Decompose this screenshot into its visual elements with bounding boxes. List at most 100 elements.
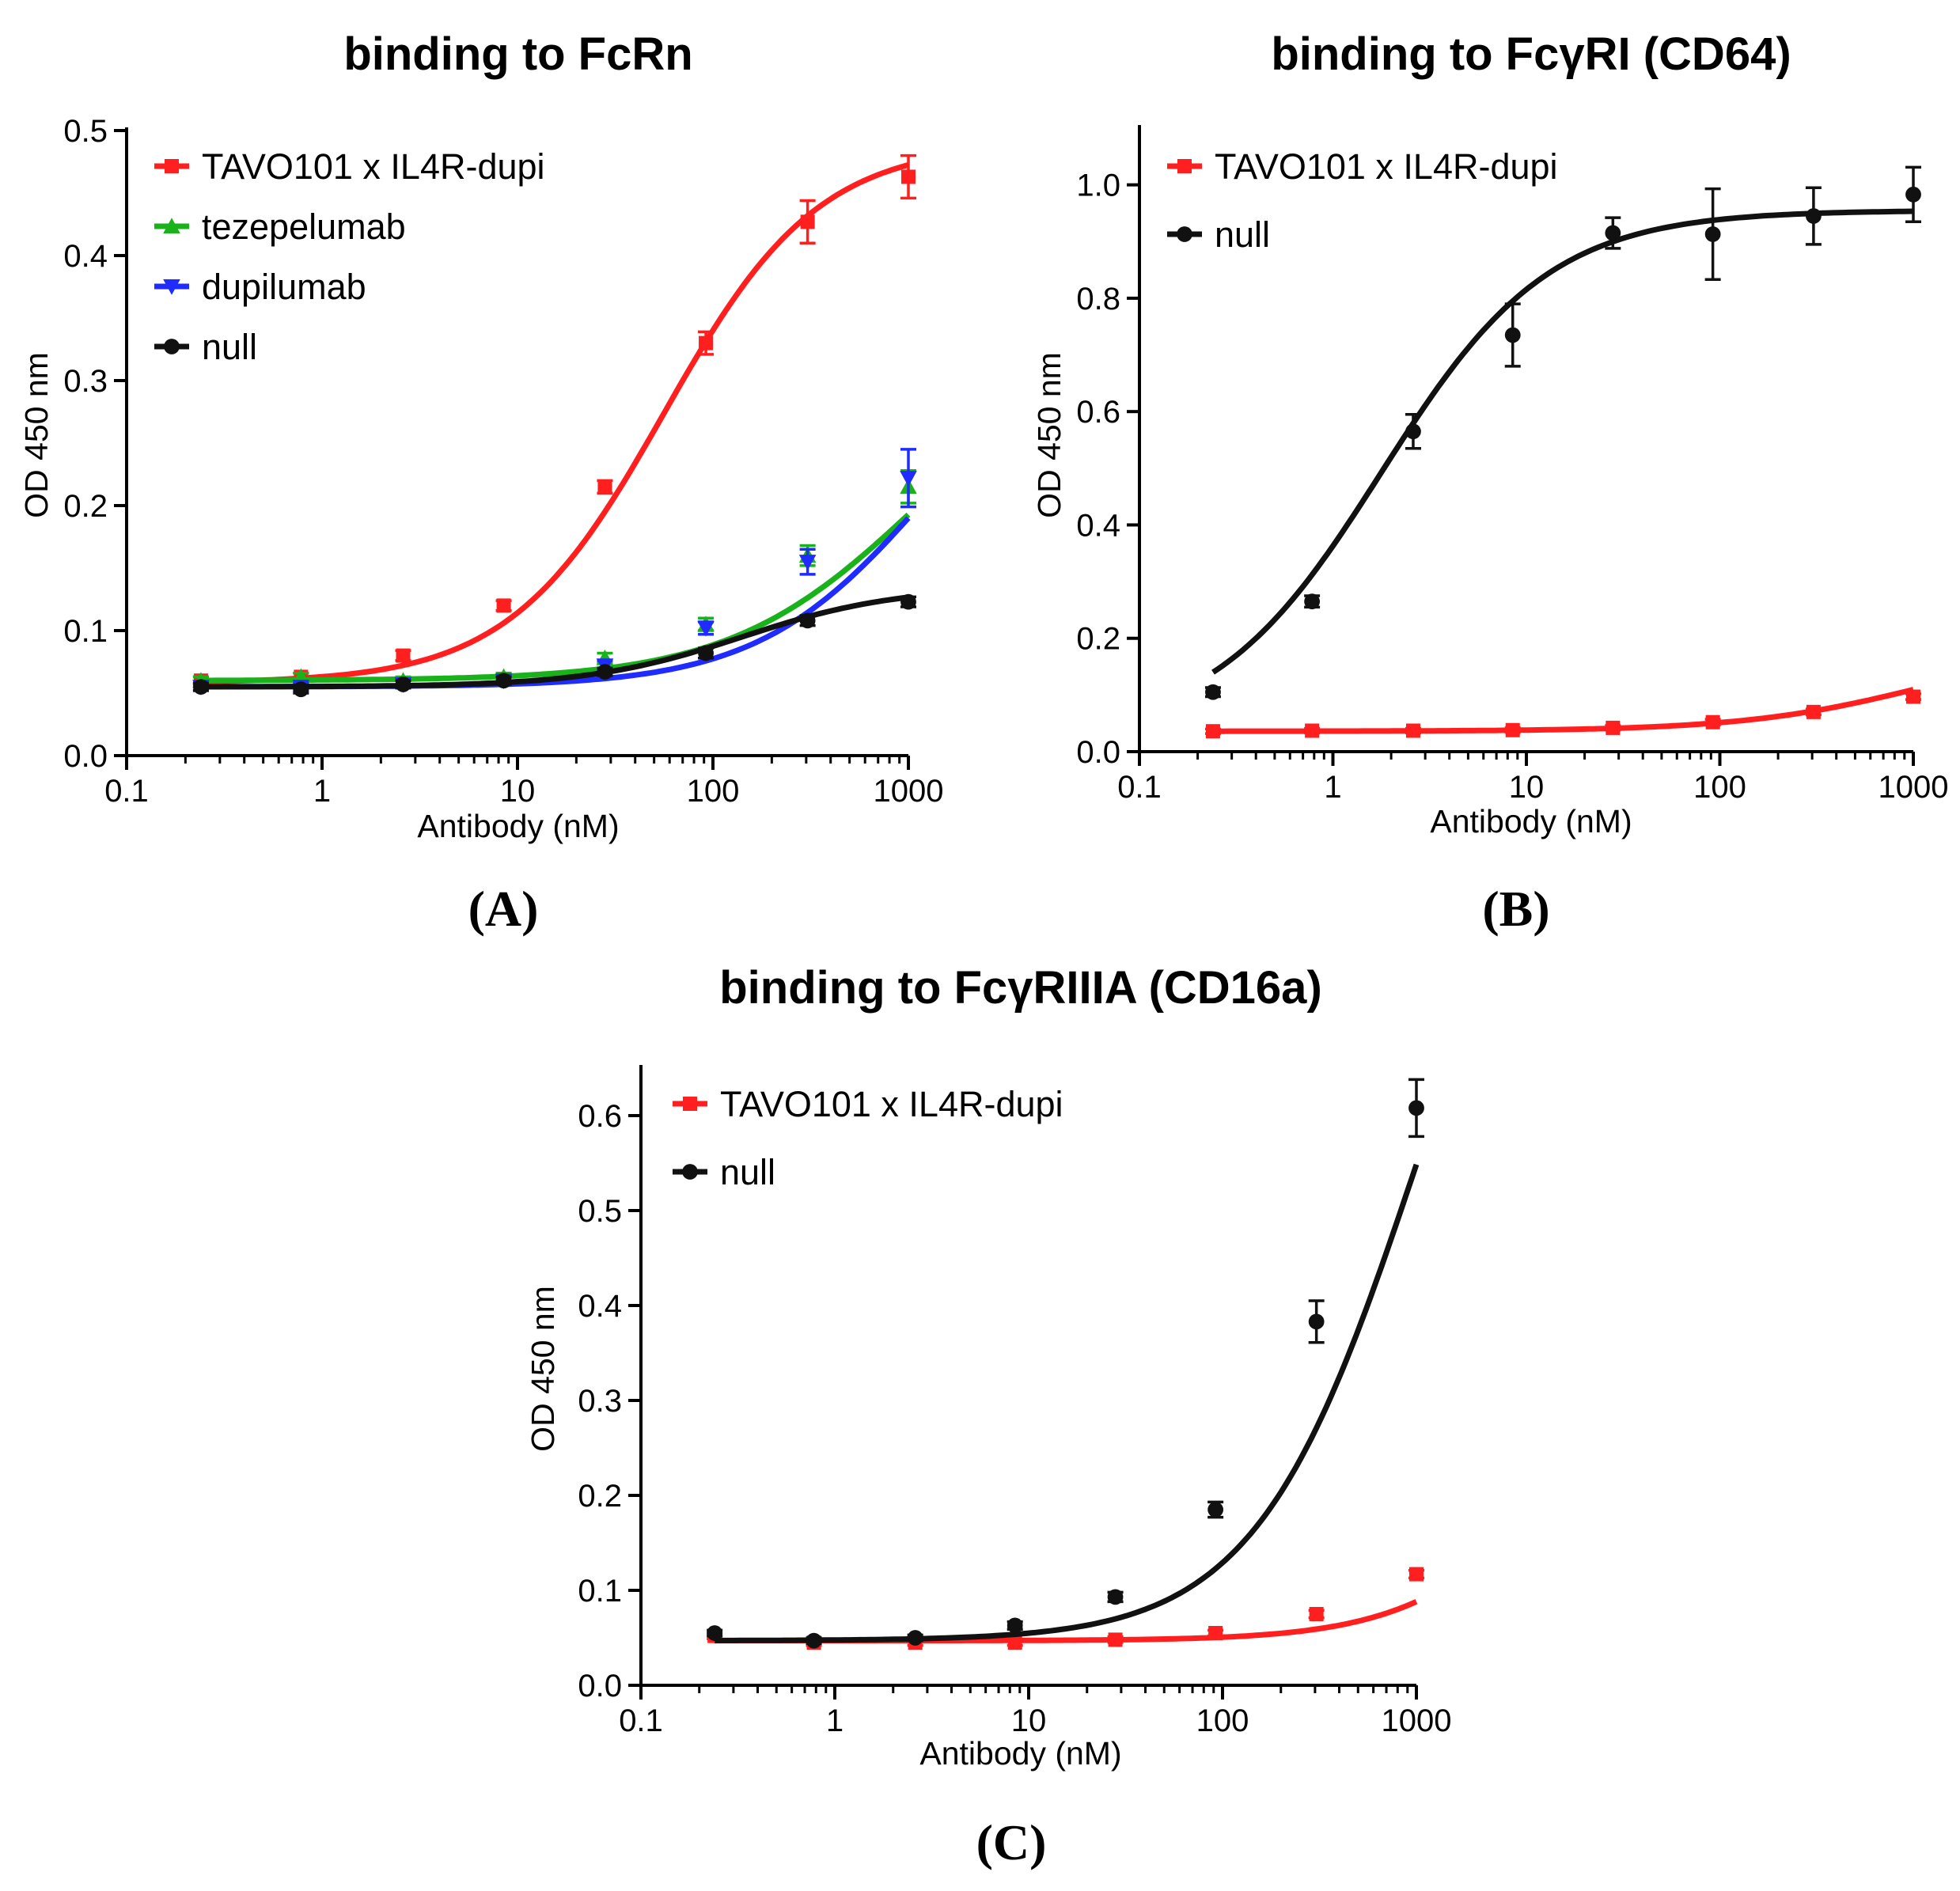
x-tick-label: 0.1 — [104, 774, 149, 809]
data-point — [1107, 1589, 1124, 1605]
data-point — [1007, 1635, 1022, 1650]
x-tick-label: 1 — [826, 1703, 844, 1738]
data-point — [1007, 1617, 1023, 1634]
panel-a-x-axis-label: Antibody (nM) — [417, 808, 619, 844]
fit-curve-null — [1211, 208, 1914, 675]
x-tick-label: 1 — [1324, 770, 1341, 805]
y-tick-label: 0.0 — [1076, 735, 1120, 770]
y-tick-label: 0.4 — [578, 1289, 622, 1324]
y-tick-label: 0.1 — [578, 1574, 622, 1609]
data-point — [1806, 208, 1822, 224]
y-tick-label: 0.0 — [63, 739, 108, 774]
y-tick-label: 0.5 — [63, 114, 108, 149]
panel-a-y-axis-label: OD 450 nm — [18, 352, 55, 518]
data-point — [707, 1625, 723, 1641]
data-point — [1806, 704, 1821, 719]
y-tick-label: 0.4 — [1076, 508, 1120, 543]
legend-label: null — [1215, 214, 1270, 255]
data-point — [395, 676, 411, 692]
x-tick-label: 100 — [687, 774, 740, 809]
x-tick-label: 1000 — [1878, 770, 1949, 805]
legend-label: tezepelumab — [202, 207, 406, 247]
legend-marker — [682, 1164, 698, 1180]
fit-curve-null — [715, 1163, 1420, 1643]
y-tick-label: 0.8 — [1076, 282, 1120, 316]
data-point — [800, 214, 815, 229]
y-tick-label: 0.2 — [1076, 622, 1120, 657]
panel-c-label: (C) — [976, 1814, 1047, 1870]
data-point — [1304, 593, 1321, 610]
x-tick-label: 1000 — [874, 774, 944, 809]
data-point — [1208, 1626, 1223, 1640]
data-point — [699, 335, 714, 351]
y-tick-label: 0.3 — [578, 1384, 622, 1419]
data-point — [1504, 327, 1521, 343]
fit-curve-null — [200, 594, 909, 690]
data-point — [496, 598, 511, 613]
data-point — [396, 648, 411, 663]
legend-label: null — [202, 327, 257, 367]
data-point — [293, 681, 309, 698]
legend-marker — [1177, 226, 1192, 242]
x-tick-label: 10 — [1011, 1703, 1047, 1738]
data-point — [1704, 226, 1721, 242]
y-tick-label: 0.1 — [63, 614, 108, 649]
panel-a-label: (A) — [468, 881, 539, 937]
panel-a: binding to FcRn 0.00.10.20.30.40.50.1 1 10… — [18, 28, 943, 937]
x-tick-label: 100 — [1693, 770, 1746, 805]
data-point — [1906, 689, 1920, 704]
x-tick-label: 1000 — [1382, 1703, 1452, 1738]
data-point — [798, 555, 817, 570]
y-tick-label: 0.2 — [63, 489, 108, 524]
panel-c: binding to FcγRIIIA (CD16a) 0.00.10.20.3… — [525, 962, 1451, 1870]
legend-marker — [164, 339, 180, 354]
data-point — [597, 664, 613, 680]
data-point — [806, 1632, 822, 1649]
x-tick-label: 0.1 — [1117, 770, 1162, 805]
panel-c-y-axis-label: OD 450 nm — [525, 1286, 561, 1452]
legend-label: TAVO101 x IL4R-dupi — [202, 146, 545, 187]
y-tick-label: 0.0 — [578, 1669, 622, 1703]
data-point — [495, 673, 512, 689]
data-point — [597, 479, 612, 495]
data-point — [1405, 723, 1420, 738]
fit-curve-tavo101-x-il4r-dupi — [1213, 687, 1914, 734]
panel-b-y-axis-label: OD 450 nm — [1031, 352, 1067, 518]
y-tick-label: 1.0 — [1076, 169, 1120, 203]
x-tick-label: 1 — [313, 774, 331, 809]
data-point — [1408, 1100, 1424, 1116]
data-point — [901, 169, 916, 184]
data-point — [697, 620, 715, 637]
y-tick-label: 0.6 — [1076, 395, 1120, 430]
fit-curve-tezepelumab — [200, 512, 911, 684]
data-point — [799, 612, 816, 629]
x-tick-label: 10 — [500, 774, 536, 809]
y-tick-label: 0.6 — [578, 1099, 622, 1134]
data-point — [1108, 1632, 1123, 1647]
data-point — [1309, 1607, 1324, 1621]
fit-curve-tavo101-x-il4r-dupi — [200, 162, 909, 685]
data-point — [1205, 724, 1220, 739]
data-point — [1308, 1313, 1325, 1330]
panel-b: binding to FcγRI (CD64) 0.0 0.2 0.4 0.6 0.8 1… — [1031, 28, 1948, 937]
data-point — [193, 679, 209, 695]
data-point — [1305, 723, 1320, 738]
data-point — [900, 593, 916, 610]
panel-b-label: (B) — [1482, 881, 1549, 937]
legend-marker — [165, 159, 179, 173]
legend-marker — [1177, 159, 1192, 173]
y-tick-label: 0.5 — [578, 1194, 622, 1229]
data-point — [1605, 225, 1621, 241]
legend-marker — [163, 279, 180, 295]
legend-label: dupilumab — [202, 267, 366, 307]
y-tick-label: 0.3 — [63, 364, 108, 399]
data-point — [1705, 714, 1720, 729]
x-tick-label: 10 — [1509, 770, 1545, 805]
data-point — [698, 645, 714, 661]
y-tick-label: 0.2 — [578, 1479, 622, 1514]
y-tick-label: 0.4 — [63, 239, 108, 274]
data-point — [1409, 1567, 1424, 1582]
legend-marker — [163, 218, 180, 233]
